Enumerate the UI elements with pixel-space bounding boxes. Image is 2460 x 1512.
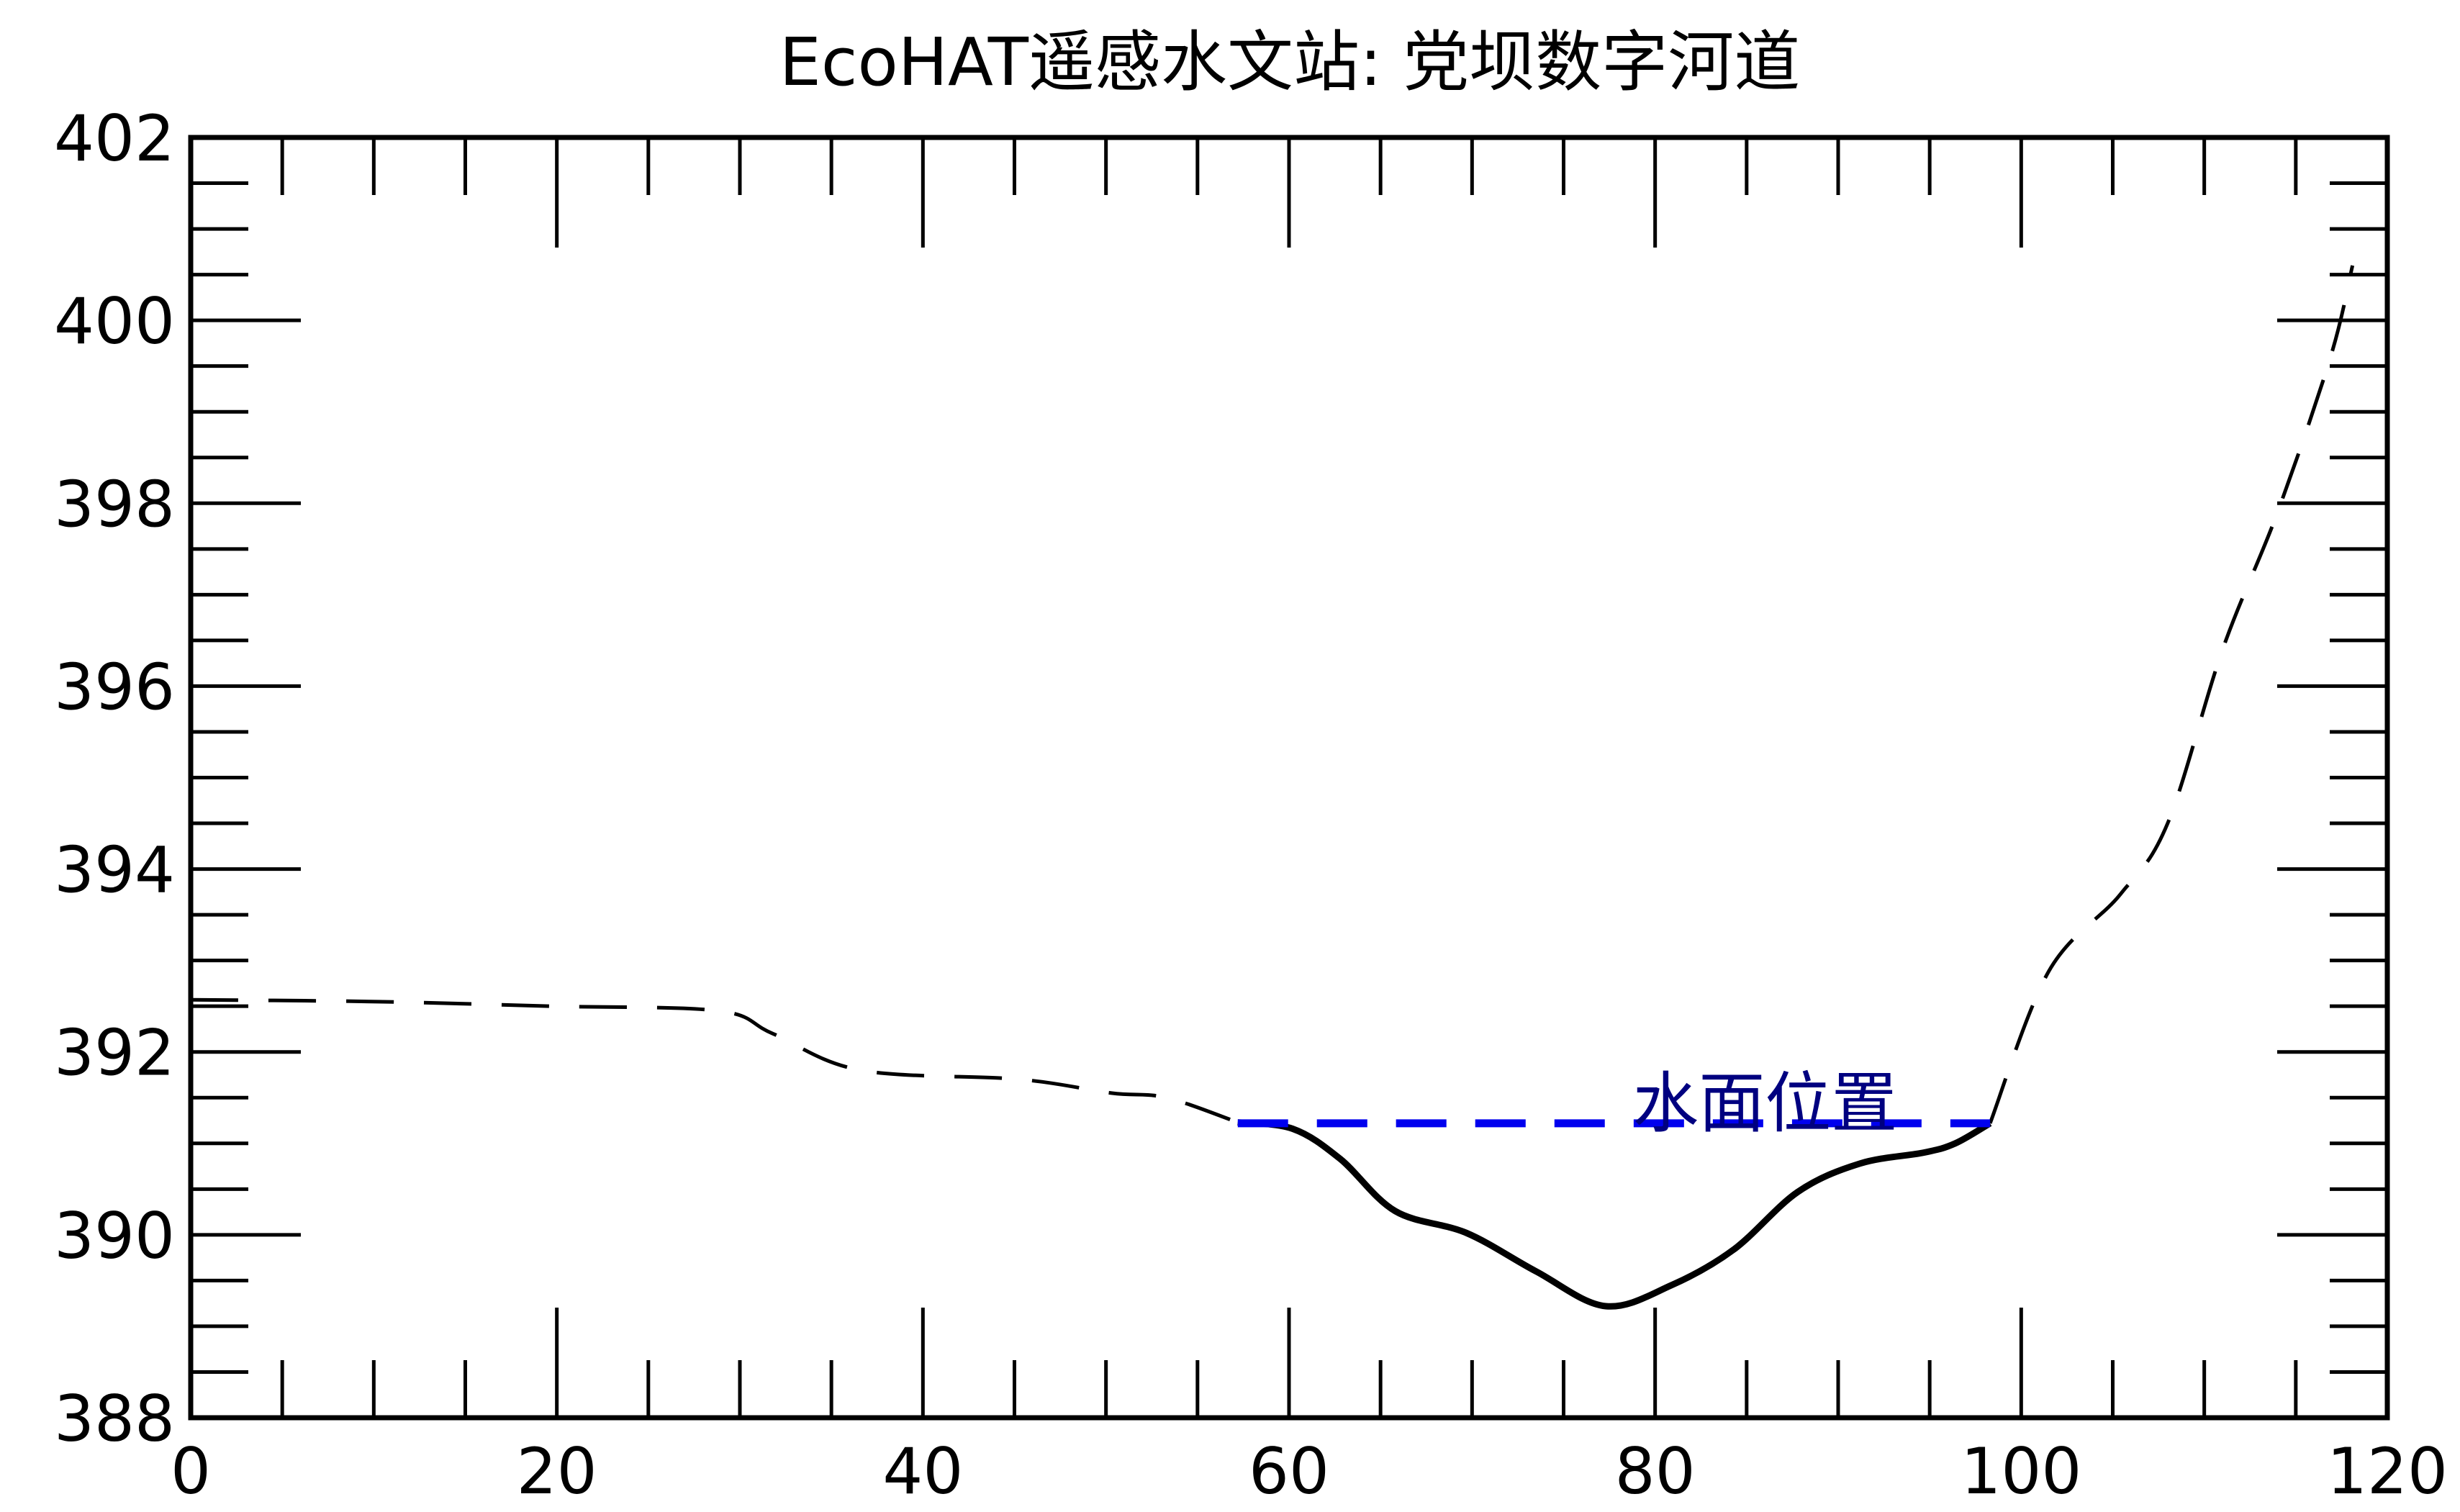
- series-group: [190, 265, 2355, 1310]
- x-tick-label: 20: [517, 1434, 597, 1508]
- chart-title: EcoHAT遥感水文站: 党坝数字河道: [779, 24, 1800, 101]
- y-tick-label: 390: [54, 1199, 175, 1273]
- x-tick-label: 80: [1615, 1434, 1696, 1508]
- y-tick-label: 396: [54, 650, 175, 724]
- axis-ticks: 0 20 40 60 80 100 120 388 390 392 394 396 398 400 402: [54, 101, 2448, 1508]
- y-tick-label: 400: [54, 284, 175, 358]
- riverbed-profile-line: [1237, 1119, 1992, 1310]
- x-tick-label: 60: [1249, 1434, 1329, 1508]
- bank-profile-line: [1988, 265, 2355, 1124]
- y-tick-label: 394: [54, 833, 175, 907]
- plot-frame: [188, 135, 2390, 1421]
- water-level-label: 水面位置: [1632, 1065, 1897, 1142]
- x-tick-label: 120: [2327, 1434, 2448, 1508]
- x-tick-label: 100: [1961, 1434, 2081, 1508]
- y-tick-label: 392: [54, 1016, 175, 1090]
- bank-profile-line: [190, 997, 1239, 1124]
- y-tick-label: 402: [54, 101, 175, 176]
- y-tick-label: 398: [54, 467, 175, 541]
- y-tick-label: 388: [54, 1382, 175, 1456]
- x-tick-label: 40: [882, 1434, 963, 1508]
- x-tick-label: 0: [171, 1434, 211, 1508]
